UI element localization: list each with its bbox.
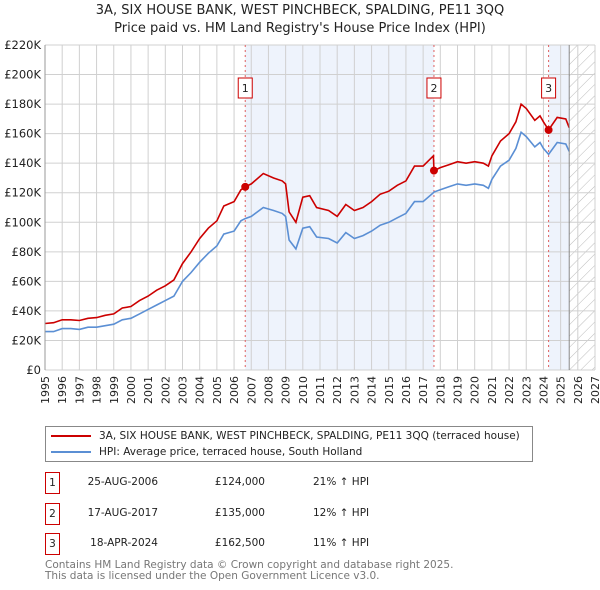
x-tick-label: 2025 [555,376,568,404]
y-tick-label: £140K [4,156,41,170]
x-tick-label: 2012 [331,376,344,404]
x-tick-label: 2024 [537,376,550,404]
y-tick-label: £60K [12,274,42,288]
sale-number-badge: 3 [45,533,60,555]
legend-label: HPI: Average price, terraced house, Sout… [99,446,363,458]
y-tick-label: £0 [26,363,41,377]
y-tick-label: £80K [12,245,42,259]
sale-date: 18-APR-2024 [90,537,158,549]
x-tick-label: 1999 [108,376,121,404]
shaded-period [548,45,570,370]
x-tick-label: 2002 [159,376,172,404]
sale-label-box-1: 1 [237,77,253,99]
y-tick-label: £200K [4,68,41,82]
y-tick-label: £120K [4,186,41,200]
footer: Contains HM Land Registry data © Crown c… [45,560,453,582]
sale-number-badge: 2 [45,502,60,525]
svg-text:2: 2 [430,82,437,95]
hpi-line [45,130,570,333]
sale-hpi-diff: 21% ↑ HPI [313,476,370,488]
y-tick-label: £160K [4,127,41,141]
shaded-period [245,45,434,370]
footer-line-1: Contains HM Land Registry data © Crown c… [45,559,454,571]
sale-row: 1 25-AUG-2006 £124,000 21% ↑ HPI [0,472,600,494]
sale-number-badge: 1 [45,472,60,494]
x-tick-label: 2021 [486,376,499,404]
x-tick-label: 2003 [177,376,190,404]
property-price-line [44,102,570,325]
x-tick-label: 1998 [91,376,104,404]
chart-subtitle: Price paid vs. HM Land Registry's House … [114,21,486,36]
x-tick-label: 1997 [73,376,86,404]
sale-point[interactable] [241,182,250,191]
sale-row: 3 18-APR-2024 £162,500 11% ↑ HPI [0,533,600,555]
chart-title: 3A, SIX HOUSE BANK, WEST PINCHBECK, SPAL… [95,3,505,18]
x-tick-label: 2013 [348,376,361,404]
y-tick-label: £40K [12,304,42,318]
x-tick-label: 2018 [434,376,447,404]
sale-hpi-diff: 12% ↑ HPI [313,506,370,519]
x-tick-label: 2015 [383,376,396,404]
x-tick-label: 2019 [452,376,465,404]
sale-date: 17-AUG-2017 [87,506,158,519]
sale-date: 25-AUG-2006 [87,476,158,488]
sale-price: £124,000 [214,476,265,488]
svg-text:1: 1 [242,82,249,95]
y-tick-label: £100K [4,215,41,229]
x-tick-label: 2022 [503,376,516,404]
y-tick-label: £220K [4,38,41,52]
y-tick-label: £180K [4,97,41,111]
x-tick-label: 2004 [194,376,207,404]
sale-price: £135,000 [214,506,265,519]
legend-label: 3A, SIX HOUSE BANK, WEST PINCHBECK, SPAL… [99,430,520,442]
forecast-hatch [569,45,595,370]
x-tick-label: 2000 [125,376,138,404]
sale-label-box-3: 3 [541,77,557,99]
sale-point[interactable] [429,166,438,175]
x-tick-label: 2007 [245,376,258,404]
x-tick-label: 2026 [572,376,585,404]
legend-item-property: 3A, SIX HOUSE BANK, WEST PINCHBECK, SPAL… [51,430,520,442]
x-tick-label: 2010 [297,376,310,404]
x-tick-label: 2009 [280,376,293,404]
x-tick-label: 2027 [589,376,600,404]
x-tick-label: 1995 [39,376,52,404]
x-tick-label: 2014 [366,376,379,404]
legend-item-hpi: HPI: Average price, terraced house, Sout… [51,446,362,458]
x-tick-label: 2006 [228,376,241,404]
footer-line-2: This data is licensed under the Open Gov… [45,570,380,582]
legend-swatch-red [51,435,91,437]
svg-text:3: 3 [545,82,552,95]
sale-label-box-2: 2 [426,77,442,99]
x-tick-label: 2023 [520,376,533,404]
sale-price: £162,500 [214,537,265,549]
y-tick-label: £20K [12,333,42,347]
x-tick-label: 2017 [417,376,430,404]
x-tick-label: 2020 [469,376,482,404]
x-tick-label: 2011 [314,376,327,404]
sale-hpi-diff: 11% ↑ HPI [313,537,370,549]
x-tick-label: 2001 [142,376,155,404]
legend: 3A, SIX HOUSE BANK, WEST PINCHBECK, SPAL… [45,426,533,462]
sale-point[interactable] [544,125,553,134]
x-tick-label: 2005 [211,376,224,404]
x-tick-label: 2016 [400,376,413,404]
sale-row: 2 17-AUG-2017 £135,000 12% ↑ HPI [0,502,600,525]
legend-swatch-blue [51,451,91,453]
x-tick-label: 2008 [262,376,275,404]
x-tick-label: 1996 [56,376,69,404]
